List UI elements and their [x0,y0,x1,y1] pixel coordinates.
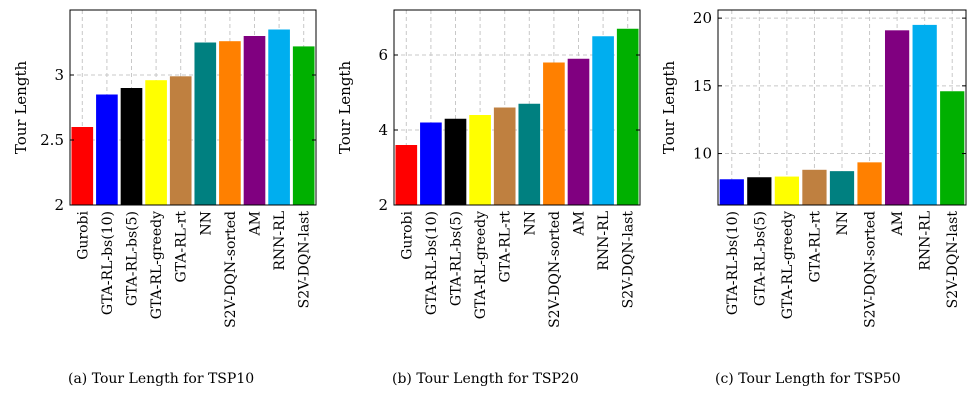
x-tick-label: S2V-DQN-last [297,211,313,309]
y-tick-label: 6 [378,46,388,64]
caption-tsp10: (a) Tour Length for TSP10 [68,371,255,387]
caption-tsp50: (c) Tour Length for TSP50 [715,371,901,387]
bar-GTA-RL-greedy [774,176,800,205]
x-tick-label: S2V-DQN-sorted [223,211,239,328]
caption-tsp20: (b) Tour Length for TSP20 [392,371,579,387]
y-axis-label: Tour Length [336,61,354,155]
bar-AM [567,58,590,205]
x-tick-label: GTA-RL-bs(5) [449,211,465,306]
x-tick-label: RNN-RL [272,211,288,271]
x-tick-label: S2V-DQN-sorted [547,211,563,328]
y-axis-label: Tour Length [12,61,30,155]
y-tick-label: 2.5 [40,131,64,149]
x-tick-label: GTA-RL-rt [807,211,823,283]
x-tick-label: GTA-RL-greedy [780,211,796,319]
bar-RNN-RL [912,24,937,206]
x-tick-label: AM [572,211,588,236]
x-tick-label: NN [835,211,851,236]
bar-RNN-RL [268,29,290,205]
x-tick-label: AM [890,211,906,236]
bar-GTA-RL-bs(10) [719,179,744,205]
x-tick-label: NN [198,211,214,236]
x-tick-label: S2V-DQN-sorted [863,211,879,328]
x-tick-label: RNN-RL [918,211,934,271]
x-tick-label: GTA-RL-bs(5) [752,211,768,306]
bar-AM [243,36,266,205]
plot-frame [393,9,641,206]
x-tick-label: GTA-RL-rt [498,211,514,283]
bar-GTA-RL-rt [493,107,516,205]
bar-GTA-RL-bs(5) [120,88,143,205]
bar-GTA-RL-greedy [469,115,491,205]
x-tick-label: RNN-RL [596,211,612,271]
bar-GTA-RL-bs(10) [96,94,118,205]
x-tick-label: GTA-RL-greedy [149,211,165,319]
y-tick-label: 10 [693,145,712,163]
x-tick-label: S2V-DQN-last [621,211,637,309]
x-tick-label: Gurobi [399,210,415,259]
plot-frame [717,9,967,206]
plot-frame [69,9,317,206]
bar-GTA-RL-bs(10) [420,122,442,205]
y-tick-label: 4 [378,121,388,139]
bar-S2V-DQN-last [292,46,315,206]
bar-RNN-RL [592,36,614,205]
bar-Gurobi [71,127,94,205]
x-tick-label: S2V-DQN-last [945,211,961,309]
bar-NN [829,171,855,205]
bar-NN [518,103,541,205]
y-axis-label: Tour Length [660,61,678,155]
x-tick-label: GTA-RL-rt [174,211,190,283]
bar-GTA-RL-bs(5) [747,177,772,205]
bar-Gurobi [395,145,418,205]
x-tick-label: GTA-RL-bs(10) [725,211,741,315]
bar-S2V-DQN-sorted [543,62,565,205]
y-tick-label: 20 [693,9,712,27]
x-tick-label: GTA-RL-bs(10) [100,211,116,315]
bar-S2V-DQN-sorted [219,41,241,206]
x-tick-label: NN [522,211,538,236]
y-tick-label: 3 [54,66,64,84]
y-tick-label: 15 [693,77,712,95]
bar-GTA-RL-greedy [145,80,167,205]
chart-tsp10: 2 2.5 3 Gurobi GTA-RL-bs(10) GTA-RL-bs(5) GTA-… [12,9,317,328]
bar-GTA-RL-rt [802,169,827,205]
x-tick-label: Gurobi [75,210,91,259]
bar-S2V-DQN-last [940,91,965,205]
bar-NN [194,42,217,205]
x-tick-label: GTA-RL-bs(5) [125,211,141,306]
bar-S2V-DQN-sorted [857,162,882,205]
bar-AM [884,30,910,205]
bar-GTA-RL-rt [169,76,192,205]
x-tick-label: GTA-RL-bs(10) [424,211,440,315]
bar-GTA-RL-bs(5) [444,118,467,205]
chart-tsp50: 10 15 20 GTA-RL-bs(10) GTA-RL-bs(5) GTA-RL-gr… [660,9,967,328]
bar-S2V-DQN-last [616,28,639,205]
y-tick-label: 2 [378,196,388,214]
y-tick-label: 2 [54,196,64,214]
x-tick-label: AM [248,211,264,236]
x-tick-label: GTA-RL-greedy [473,211,489,319]
chart-tsp20: 2 4 6 Gurobi GTA-RL-bs(10) GTA-RL-bs(5) GTA-RL… [336,9,641,328]
